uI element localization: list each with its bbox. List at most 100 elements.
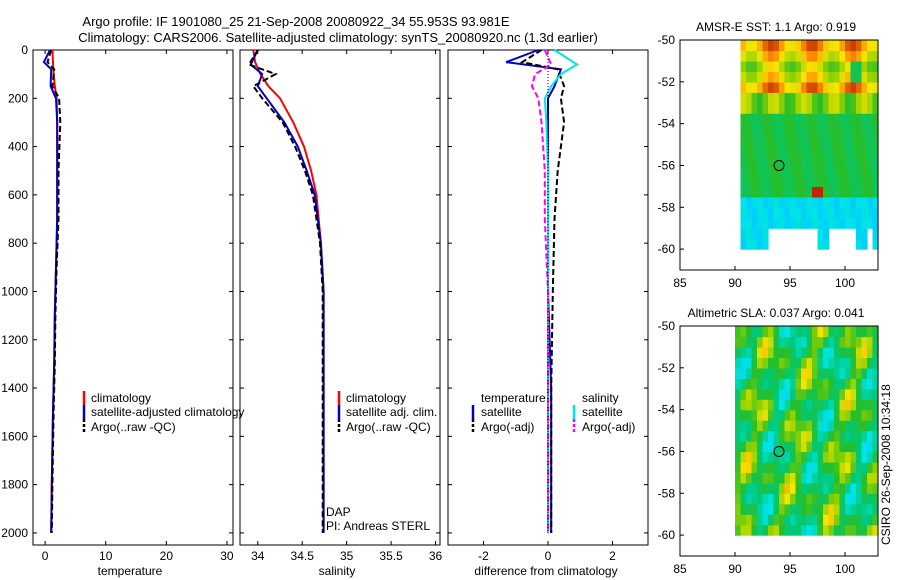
map-cell: [779, 60, 786, 72]
map-cell: [856, 217, 863, 229]
map-cell: [850, 196, 857, 208]
x-tick-label: 2: [609, 549, 616, 563]
map-cell: [784, 524, 791, 536]
map-cell: [735, 493, 742, 505]
map-cell: [801, 346, 808, 358]
map-cell: [839, 388, 846, 400]
map-cell: [784, 217, 791, 229]
map-cell: [872, 451, 879, 463]
map-cell: [768, 92, 775, 104]
map-cell: [839, 123, 846, 135]
map-cell: [795, 472, 802, 484]
map-cell: [735, 388, 742, 400]
map-cell: [762, 207, 769, 219]
map-cell: [757, 461, 764, 473]
map-cell: [751, 378, 758, 390]
map-cell: [757, 228, 764, 240]
map-cell: [817, 388, 824, 400]
map-cell: [801, 155, 808, 167]
map-cell: [746, 388, 753, 400]
y-tick-label: -52: [658, 75, 676, 89]
map-cell: [768, 71, 775, 83]
map-cell: [740, 134, 747, 146]
series-line: [519, 49, 566, 533]
map-cell: [867, 378, 874, 390]
map-cell: [795, 524, 802, 536]
map-cell: [845, 441, 852, 453]
map-cell: [740, 336, 747, 348]
map-cell: [839, 175, 846, 187]
map-cell: [867, 40, 874, 52]
map-cell: [784, 123, 791, 135]
map-cell: [773, 388, 780, 400]
map-cell: [839, 399, 846, 411]
map-cell: [872, 238, 879, 250]
map-cell: [751, 472, 758, 484]
map-cell: [812, 378, 819, 390]
map-cell: [856, 430, 863, 442]
x-tick-label: 0: [545, 549, 552, 563]
map-cell: [817, 134, 824, 146]
map-cell: [850, 60, 857, 72]
map-cell: [768, 461, 775, 473]
map-cell: [773, 503, 780, 515]
map-cell: [779, 336, 786, 348]
map-cell: [740, 50, 747, 62]
y-tick-label: -56: [658, 158, 676, 172]
map-cell: [762, 503, 769, 515]
map-cell: [790, 186, 797, 198]
map-cell: [779, 524, 786, 536]
map-cell: [740, 409, 747, 421]
map-cell: [784, 71, 791, 83]
map-cell: [856, 165, 863, 177]
map-cell: [839, 196, 846, 208]
map-cell: [768, 144, 775, 156]
map-cell: [856, 451, 863, 463]
map-cell: [806, 92, 813, 104]
map-cell: [823, 451, 830, 463]
map-cell: [751, 514, 758, 526]
map-cell: [762, 228, 769, 240]
map-cell: [839, 472, 846, 484]
legend-temperature-title: temperature: [481, 391, 546, 405]
map-cell: [790, 196, 797, 208]
map-cell: [801, 336, 808, 348]
map-cell: [757, 144, 764, 156]
map-cell: [834, 388, 841, 400]
map-cell: [806, 493, 813, 505]
map-cell: [751, 441, 758, 453]
plot-frame: [239, 49, 441, 546]
map-cell: [812, 155, 819, 167]
map-cell: [823, 92, 830, 104]
difference-xlabel: difference from climatology: [474, 564, 617, 578]
map-cell: [784, 461, 791, 473]
argo-float-marker: [773, 445, 785, 457]
map-cell: [834, 60, 841, 72]
map-cell: [861, 451, 868, 463]
map-cell: [867, 50, 874, 62]
map-cell: [856, 472, 863, 484]
map-cell: [806, 123, 813, 135]
map-cell: [861, 367, 868, 379]
map-cell: [740, 155, 747, 167]
map-cell: [795, 175, 802, 187]
map-cell: [757, 503, 764, 515]
map-cell: [768, 60, 775, 72]
map-cell: [757, 430, 764, 442]
map-cell: [850, 514, 857, 526]
map-cell: [823, 228, 830, 240]
map-cell: [768, 482, 775, 494]
map-cell: [751, 123, 758, 135]
map-cell: [801, 165, 808, 177]
map-cell: [812, 40, 819, 52]
map-cell: [762, 50, 769, 62]
map-cell: [806, 346, 813, 358]
map-cell: [779, 186, 786, 198]
map-cell: [746, 40, 753, 52]
map-cell: [872, 399, 879, 411]
map-cell: [828, 196, 835, 208]
map-cell: [839, 155, 846, 167]
map-cell: [773, 378, 780, 390]
map-cell: [856, 336, 863, 348]
map-cell: [872, 92, 879, 104]
